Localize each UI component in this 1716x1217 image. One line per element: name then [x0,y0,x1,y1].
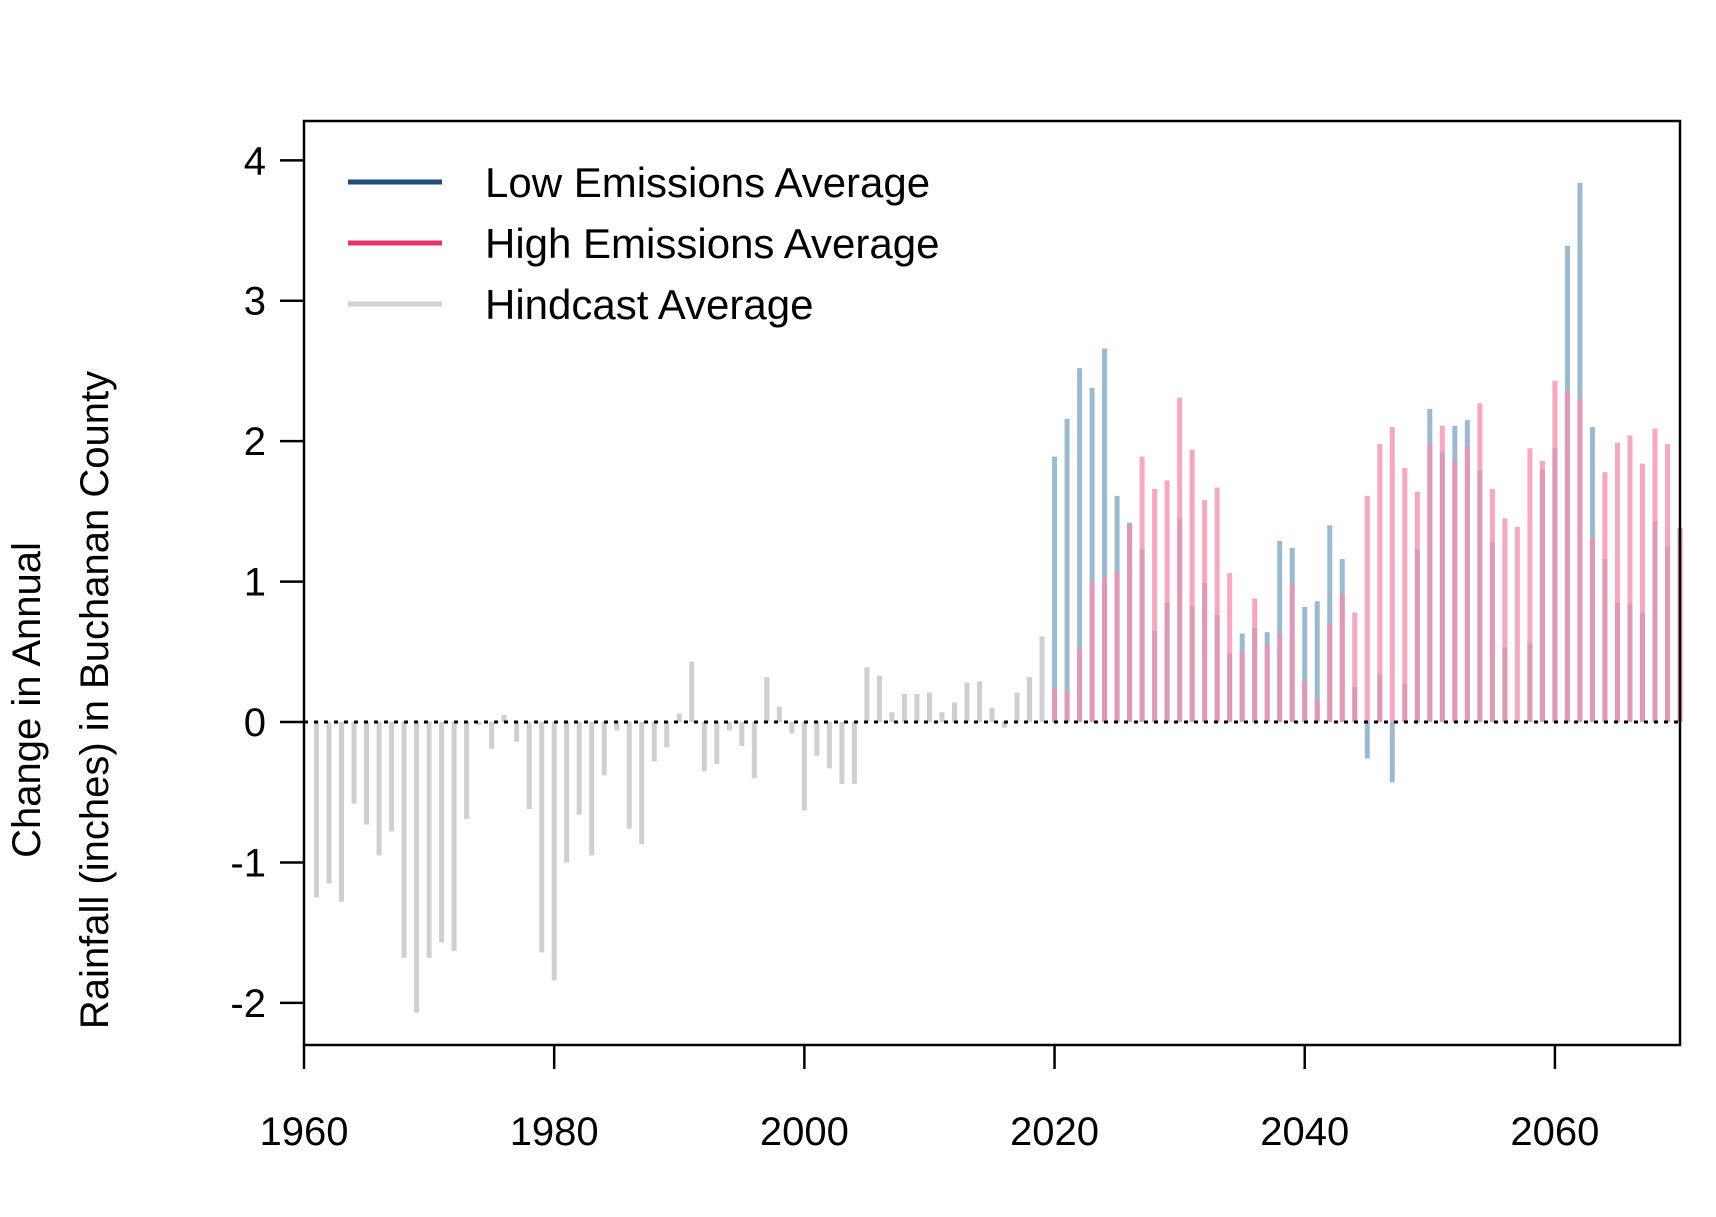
y-axis-title-line-2: Rainfall (inches) in Buchanan County [73,371,117,1029]
y-tick-label: 0 [244,701,266,745]
y-axis-title: Change in Annual Rainfall (inches) in Bu… [5,371,117,1029]
x-tick-label: 1980 [510,1110,599,1154]
y-tick-label: 4 [244,139,266,183]
legend-label-low-emissions: Low Emissions Average [485,159,930,206]
x-tick-label: 2060 [1510,1110,1599,1154]
x-axis: 1960 1980 2000 2020 2040 2060 [260,1045,1599,1154]
series-hindcast-average [314,636,1045,1013]
y-tick-label: 2 [244,420,266,464]
x-tick-label: 2020 [1010,1110,1099,1154]
y-tick-label: 1 [244,561,266,605]
legend-label-hindcast: Hindcast Average [485,281,813,328]
y-axis: -2 -1 0 1 2 3 4 [230,139,304,1026]
legend-label-high-emissions: High Emissions Average [485,220,939,267]
y-axis-title-line-1: Change in Annual [5,542,49,858]
y-tick-label: -2 [230,982,266,1026]
y-tick-label: -1 [230,841,266,885]
plot-frame [302,119,1682,1047]
bars-layer [314,182,1683,1013]
y-tick-label: 3 [244,280,266,324]
x-tick-label: 2040 [1260,1110,1349,1154]
x-tick-label: 2000 [760,1110,849,1154]
legend: Low Emissions Average High Emissions Ave… [348,159,939,328]
x-tick-label: 1960 [260,1110,349,1154]
series-high-emissions-average [1052,380,1683,723]
